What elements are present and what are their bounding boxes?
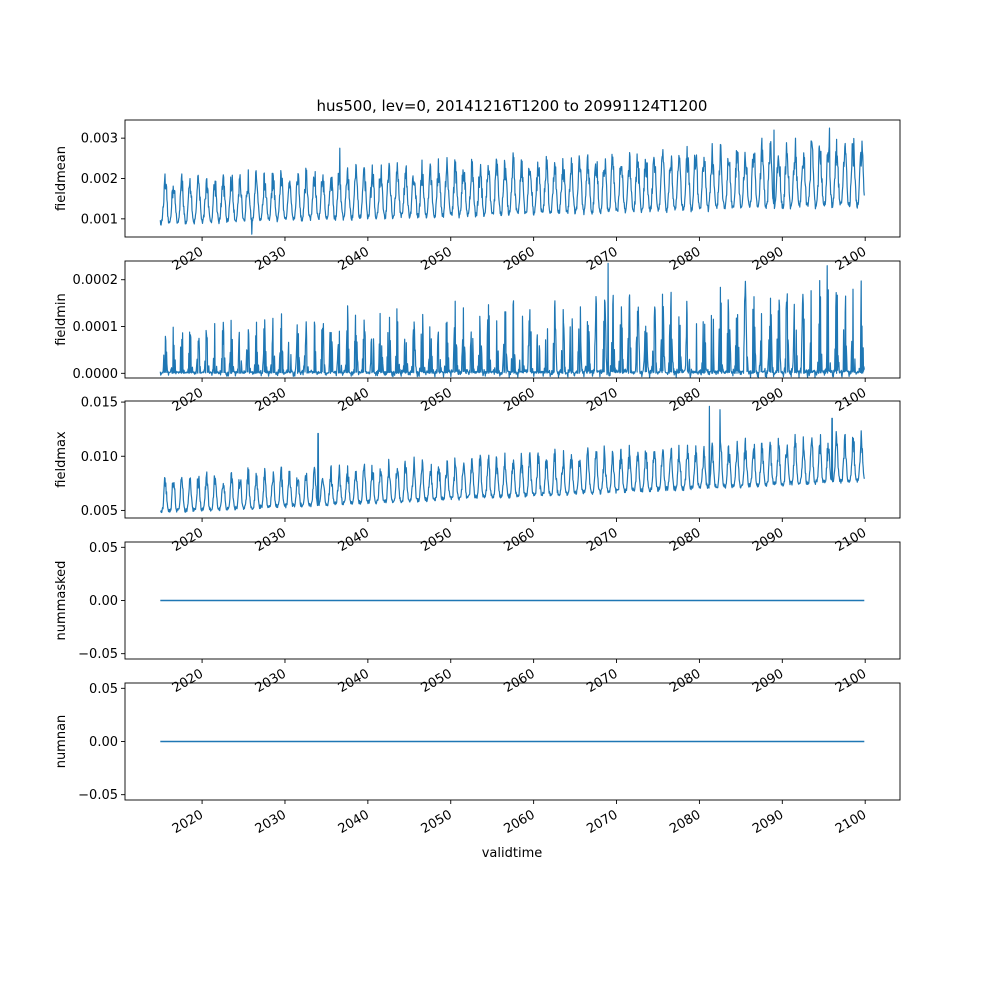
y-tick-label: 0.05 xyxy=(89,541,118,556)
axes-frame xyxy=(124,260,901,379)
y-axis-label: fieldmax xyxy=(54,431,69,488)
y-axis-label: nummasked xyxy=(54,561,69,641)
y-tick-label: 0.015 xyxy=(81,396,118,411)
x-axis-label: validtime xyxy=(482,846,543,861)
y-tick-label: 0.0000 xyxy=(73,367,119,382)
y-tick-label: 0.002 xyxy=(81,172,118,187)
y-tick-label: 0.0002 xyxy=(73,273,119,288)
y-tick-label: −0.05 xyxy=(78,647,118,662)
y-tick-label: 0.05 xyxy=(89,682,118,697)
y-tick-label: 0.005 xyxy=(81,504,118,519)
axes-frame xyxy=(124,400,901,519)
y-tick-label: 0.00 xyxy=(89,735,118,750)
y-tick-label: 0.00 xyxy=(89,594,118,609)
series-line-fieldmin xyxy=(159,262,865,379)
y-tick-label: 0.0001 xyxy=(73,320,119,335)
y-axis-label: fieldmean xyxy=(54,146,69,211)
y-tick-label: 0.010 xyxy=(81,450,118,465)
series-line-fieldmax xyxy=(160,405,865,514)
y-axis-label: fieldmin xyxy=(54,293,69,346)
chart-title: hus500, lev=0, 20141216T1200 to 20991124… xyxy=(317,97,708,115)
y-tick-label: −0.05 xyxy=(78,788,118,803)
y-axis-label: numnan xyxy=(54,715,69,769)
series-line-fieldmean xyxy=(159,127,865,235)
y-tick-label: 0.001 xyxy=(81,212,118,227)
y-tick-label: 0.003 xyxy=(81,132,118,147)
